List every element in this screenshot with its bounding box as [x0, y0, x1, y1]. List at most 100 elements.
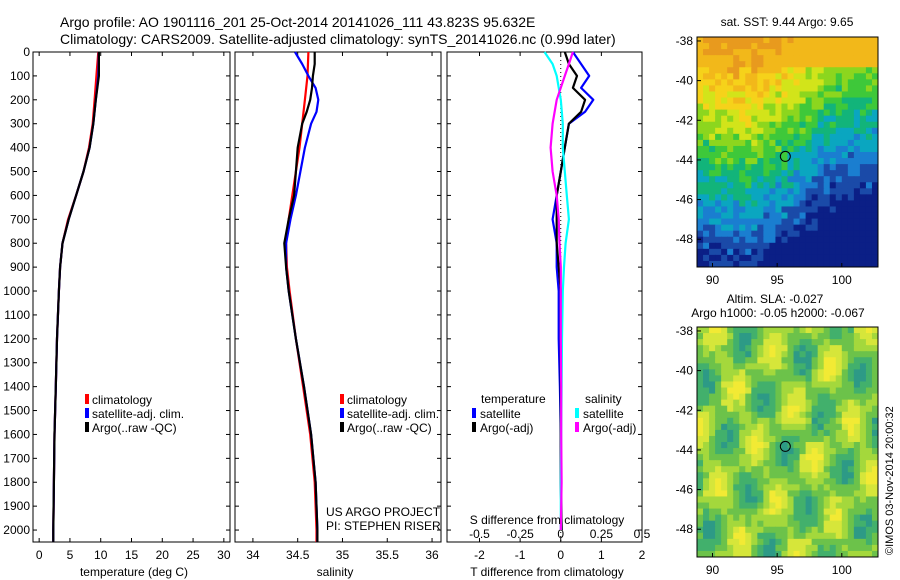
map-cell — [865, 194, 873, 202]
map-cell — [727, 61, 734, 68]
map-cell — [763, 242, 770, 250]
map-cell — [727, 478, 734, 485]
map-cell — [787, 43, 795, 50]
map-cell — [787, 363, 795, 370]
map-cell — [733, 351, 740, 358]
map-cell — [871, 478, 878, 485]
map-cell — [811, 423, 819, 431]
map-cell — [799, 37, 807, 44]
x-tick-label: 25 — [186, 548, 200, 562]
map-cell — [703, 152, 710, 159]
map-cell — [841, 164, 849, 171]
map-cell — [817, 417, 825, 425]
map-cell — [697, 345, 704, 352]
map-cell — [823, 260, 831, 267]
map-cell — [721, 109, 728, 117]
map-cell — [817, 103, 825, 111]
map-cell — [835, 526, 843, 534]
temperature-series-line-2 — [52, 52, 101, 542]
map-cell — [733, 375, 740, 383]
map-cell — [865, 514, 873, 522]
map-cell — [781, 405, 789, 413]
map-cell — [853, 405, 861, 413]
project-annotation: US ARGO PROJECT — [326, 505, 441, 519]
map-cell — [739, 200, 746, 208]
map-cell — [781, 97, 789, 105]
map-cell — [793, 121, 801, 129]
map-cell — [769, 496, 777, 504]
map-cell — [793, 357, 801, 364]
map-cell — [763, 454, 770, 461]
map-cell — [847, 393, 855, 401]
map-cell — [721, 164, 728, 171]
map-cell — [751, 133, 758, 141]
map-cell — [775, 91, 783, 99]
map-cell — [835, 339, 843, 346]
map-cell — [847, 194, 855, 202]
map-cell — [847, 200, 855, 208]
map-cell — [865, 363, 873, 370]
map-cell — [733, 387, 740, 395]
map-cell — [715, 170, 722, 177]
map-cell — [787, 514, 795, 522]
map-cell — [739, 490, 746, 498]
map-cell — [859, 37, 867, 44]
map-cell — [751, 550, 758, 557]
map-cell — [721, 158, 728, 165]
map-cell — [859, 164, 867, 171]
map-cell — [865, 164, 873, 171]
map-cell — [703, 393, 710, 401]
map-cell — [805, 538, 813, 546]
map-cell — [847, 91, 855, 99]
map-cell — [763, 206, 770, 214]
map-cell — [781, 182, 789, 189]
map-cell — [829, 454, 837, 461]
map-cell — [715, 405, 722, 413]
map-cell — [757, 73, 764, 80]
map-cell — [751, 345, 758, 352]
map-cell — [715, 429, 722, 437]
x-tick-label: 1 — [598, 548, 605, 562]
map-cell — [799, 164, 807, 171]
map-cell — [709, 218, 716, 226]
map-cell — [733, 164, 740, 171]
map-cell — [745, 381, 752, 389]
map-cell — [823, 212, 831, 220]
map-cell — [859, 115, 867, 123]
map-cell — [721, 429, 728, 437]
map-cell — [763, 133, 770, 141]
map-cell — [715, 49, 722, 56]
map-cell — [871, 411, 878, 419]
map-cell — [697, 417, 704, 425]
map-cell — [811, 405, 819, 413]
map-cell — [745, 508, 752, 516]
map-cell — [769, 164, 777, 171]
map-cell — [823, 454, 831, 461]
map-cell — [799, 224, 807, 232]
sla-map-panel: Altim. SLA: -0.027 Argo h1000: -0.05 h20… — [676, 292, 879, 577]
map-cell — [811, 248, 819, 256]
map-cell — [703, 260, 710, 267]
map-cell — [697, 170, 704, 177]
map-cell — [739, 393, 746, 401]
map-cell — [757, 484, 764, 492]
map-cell — [721, 423, 728, 431]
map-cell — [733, 478, 740, 485]
map-cell — [811, 327, 819, 334]
map-cell — [829, 399, 837, 407]
map-cell — [715, 145, 722, 153]
map-cell — [871, 339, 878, 346]
map-cell — [709, 339, 716, 346]
map-cell — [781, 248, 789, 256]
map-cell — [727, 381, 734, 389]
map-cell — [865, 43, 873, 50]
map-cell — [787, 369, 795, 377]
map-cell — [793, 212, 801, 220]
map-cell — [709, 254, 716, 262]
map-cell — [769, 182, 777, 189]
map-cell — [697, 91, 704, 99]
map-cell — [733, 248, 740, 256]
map-cell — [775, 429, 783, 437]
map-cell — [841, 176, 849, 183]
map-cell — [793, 399, 801, 407]
